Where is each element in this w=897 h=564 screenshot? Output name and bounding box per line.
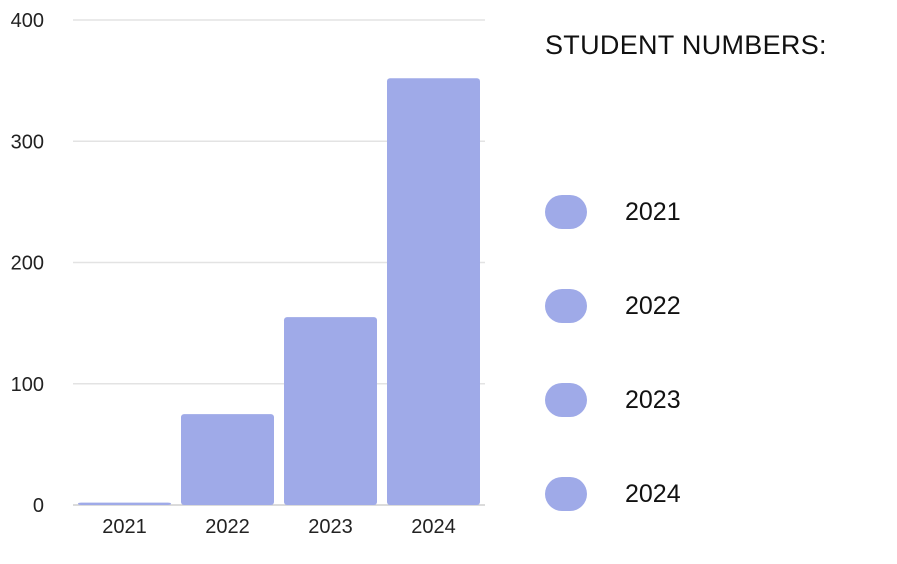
legend-swatch xyxy=(545,477,587,511)
bar-chart: 0 100 200 300 400 2021 2022 2023 2024 xyxy=(11,10,485,538)
x-tick-label: 2024 xyxy=(411,516,456,538)
y-axis-ticks: 0 100 200 300 400 xyxy=(11,10,44,517)
y-tick-label: 100 xyxy=(11,374,44,396)
bars xyxy=(78,78,480,505)
legend-item-2022: 2022 xyxy=(545,282,681,330)
bar-2024 xyxy=(387,78,480,505)
bar-2021 xyxy=(78,502,171,505)
legend-title: STUDENT NUMBERS: xyxy=(545,30,827,60)
legend-label: 2022 xyxy=(625,291,681,320)
x-tick-label: 2021 xyxy=(102,516,147,538)
legend: 2021 2022 2023 2024 xyxy=(545,188,681,564)
bar-2023 xyxy=(284,317,377,505)
legend-item-2023: 2023 xyxy=(545,376,681,424)
y-tick-label: 400 xyxy=(11,10,44,32)
y-tick-label: 0 xyxy=(33,495,44,517)
legend-item-2021: 2021 xyxy=(545,188,681,236)
y-tick-label: 200 xyxy=(11,253,44,275)
x-axis-ticks: 2021 2022 2023 2024 xyxy=(102,516,456,538)
x-tick-label: 2022 xyxy=(205,516,250,538)
legend-swatch xyxy=(545,383,587,417)
legend-swatch xyxy=(545,195,587,229)
x-tick-label: 2023 xyxy=(308,516,353,538)
legend-label: 2024 xyxy=(625,479,681,508)
legend-swatch xyxy=(545,289,587,323)
y-tick-label: 300 xyxy=(11,131,44,153)
legend-label: 2023 xyxy=(625,385,681,414)
legend-item-2024: 2024 xyxy=(545,470,681,518)
legend-label: 2021 xyxy=(625,197,681,226)
bar-2022 xyxy=(181,414,274,505)
